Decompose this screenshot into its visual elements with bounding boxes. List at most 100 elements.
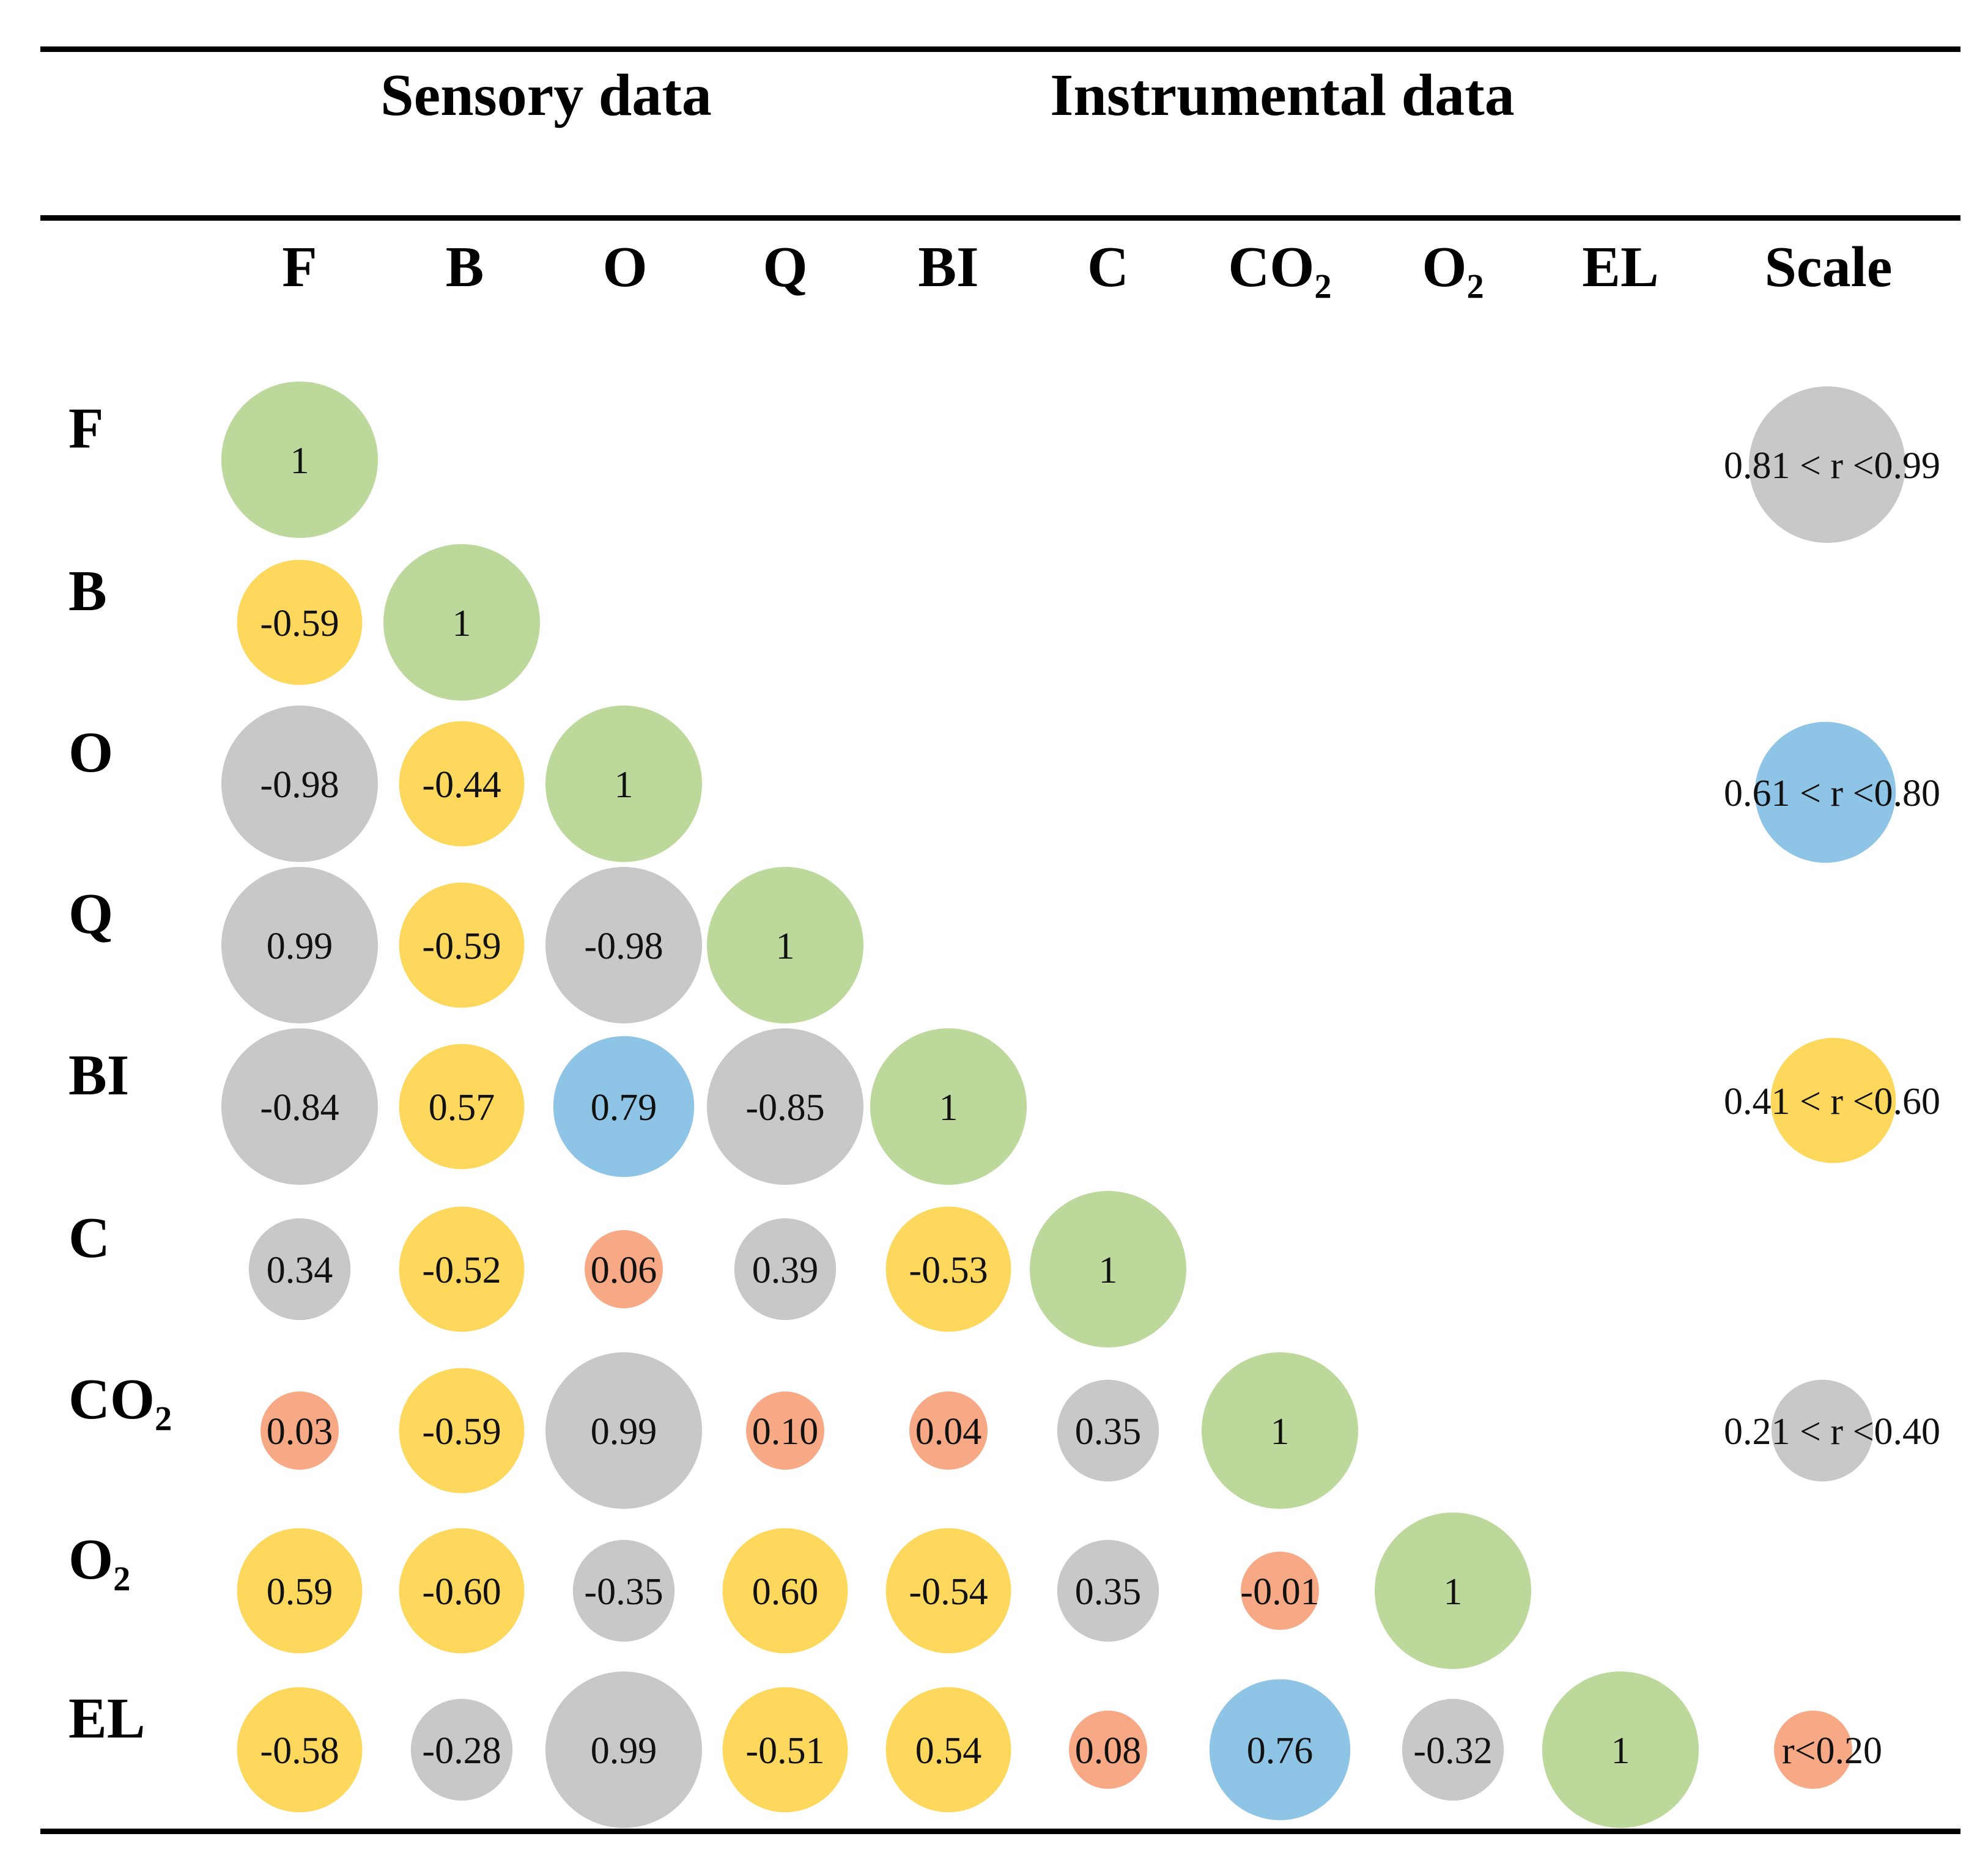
cell-bubble-el-o <box>545 1671 702 1828</box>
cell-bubble-c-b <box>399 1206 525 1332</box>
legend-bubble-2 <box>1754 721 1896 863</box>
cell-value-c-f: 0.34 <box>267 1250 333 1291</box>
cell-value-el-o2: -0.32 <box>1413 1730 1492 1772</box>
cell-bubble-c-o <box>585 1230 663 1308</box>
top-rule <box>40 46 1960 52</box>
cell-bubble-f-f <box>221 381 378 538</box>
cell-value-co2-q: 0.10 <box>752 1411 819 1453</box>
legend-label-3: 0.41 < r <0.60 <box>1724 1081 1940 1122</box>
row-header-b: B <box>68 559 107 623</box>
cell-bubble-q-f <box>221 867 378 1023</box>
cell-bubble-o2-b <box>399 1528 525 1654</box>
cell-bubble-o-o <box>545 706 702 862</box>
matrix-cells: 1 -0.59 1 -0.98 -0.44 1 0.99 -0.59 -0.98 1 -0.84 0.… <box>221 381 1699 1828</box>
cell-value-q-b: -0.59 <box>422 926 501 967</box>
legend-label-4: 0.21 < r <0.40 <box>1724 1411 1940 1453</box>
cell-value-el-b: -0.28 <box>422 1730 501 1772</box>
cell-bubble-b-f <box>237 559 363 685</box>
cell-bubble-c-bi <box>885 1206 1011 1332</box>
cell-bubble-co2-b <box>399 1368 525 1494</box>
cell-bubble-bi-b <box>399 1044 525 1170</box>
cell-bubble-o-b <box>399 721 525 847</box>
cell-value-el-c: 0.08 <box>1075 1730 1142 1772</box>
cell-bubble-el-el <box>1542 1671 1699 1828</box>
scale-header: Scale <box>1765 235 1893 299</box>
cell-bubble-o2-o2 <box>1375 1513 1531 1669</box>
cell-value-bi-o: 0.79 <box>591 1087 657 1129</box>
cell-bubble-bi-f <box>221 1028 378 1185</box>
column-header-bi: BI <box>918 235 978 299</box>
cell-value-co2-c: 0.35 <box>1075 1411 1142 1453</box>
cell-bubble-bi-bi <box>870 1028 1027 1185</box>
cell-bubble-q-q <box>707 867 863 1023</box>
cell-value-c-b: -0.52 <box>422 1250 501 1291</box>
cell-value-o2-o2: 1 <box>1444 1571 1463 1613</box>
cell-value-co2-co2: 1 <box>1271 1411 1290 1453</box>
cell-value-q-f: 0.99 <box>267 926 333 967</box>
legend-label-5: r<0.20 <box>1782 1730 1882 1772</box>
legend-bubble-1 <box>1749 386 1905 543</box>
cell-value-o2-o: -0.35 <box>584 1571 663 1613</box>
cell-value-o2-b: -0.60 <box>422 1571 501 1613</box>
cell-value-el-co2: 0.76 <box>1247 1730 1314 1772</box>
cell-bubble-bi-q <box>707 1028 863 1185</box>
column-header-c: C <box>1087 235 1129 299</box>
cell-value-o2-f: 0.59 <box>267 1571 333 1613</box>
cell-bubble-co2-q <box>746 1391 824 1470</box>
cell-bubble-q-b <box>399 882 525 1008</box>
cell-value-c-bi: -0.53 <box>909 1250 988 1291</box>
cell-value-o-f: -0.98 <box>260 764 339 806</box>
cell-value-el-bi: 0.54 <box>915 1730 982 1772</box>
cell-bubble-co2-co2 <box>1202 1352 1358 1509</box>
cell-bubble-el-o2 <box>1402 1698 1504 1801</box>
cell-bubble-o2-f <box>237 1528 363 1654</box>
cell-value-c-c: 1 <box>1099 1250 1118 1291</box>
column-header-el: EL <box>1582 235 1658 299</box>
column-header-co2: CO₂ <box>1228 235 1331 299</box>
cell-bubble-o2-c <box>1057 1539 1159 1642</box>
cell-bubble-el-co2 <box>1209 1679 1351 1821</box>
legend-label-2: 0.61 < r <0.80 <box>1724 773 1940 814</box>
row-header-c: C <box>68 1206 110 1270</box>
cell-value-c-q: 0.39 <box>752 1250 819 1291</box>
cell-bubble-co2-o <box>545 1352 702 1509</box>
cell-value-o-b: -0.44 <box>422 764 501 806</box>
column-headers: F B O Q BI C CO₂ O₂ EL <box>282 235 1658 299</box>
cell-value-o2-c: 0.35 <box>1075 1571 1142 1613</box>
group-label-sensory: Sensory data <box>380 62 712 128</box>
cell-value-o2-q: 0.60 <box>752 1571 819 1613</box>
column-header-o2: O₂ <box>1422 235 1484 299</box>
cell-bubble-o2-bi <box>885 1528 1011 1654</box>
cell-value-o-o: 1 <box>615 764 634 806</box>
cell-value-b-b: 1 <box>453 603 471 644</box>
cell-bubble-co2-c <box>1057 1379 1159 1482</box>
cell-value-b-f: -0.59 <box>260 603 339 644</box>
cell-bubble-co2-f <box>261 1391 339 1470</box>
legend-bubble-5 <box>1774 1711 1852 1789</box>
column-header-f: F <box>282 235 317 299</box>
cell-value-o2-co2: -0.01 <box>1240 1571 1319 1613</box>
bottom-rule <box>40 1829 1960 1834</box>
cell-value-el-f: -0.58 <box>260 1730 339 1772</box>
cell-bubble-o2-q <box>722 1528 848 1654</box>
cell-bubble-el-b <box>410 1698 513 1801</box>
cell-bubble-c-q <box>734 1218 837 1321</box>
cell-value-q-o: -0.98 <box>584 926 663 967</box>
cell-bubble-el-c <box>1069 1711 1147 1789</box>
cell-bubble-el-q <box>722 1687 848 1813</box>
legend-bubble-3 <box>1770 1037 1896 1163</box>
cell-bubble-co2-bi <box>909 1391 988 1470</box>
column-header-q: Q <box>763 235 807 299</box>
cell-value-bi-f: -0.84 <box>260 1087 339 1129</box>
cell-bubble-o-f <box>221 706 378 862</box>
cell-value-el-q: -0.51 <box>745 1730 824 1772</box>
cell-bubble-o2-o <box>572 1539 675 1642</box>
row-header-bi: BI <box>68 1044 129 1107</box>
cell-value-q-q: 1 <box>776 926 795 967</box>
row-header-q: Q <box>68 882 113 946</box>
cell-bubble-q-o <box>545 867 702 1023</box>
group-label-instrumental: Instrumental data <box>1050 62 1515 128</box>
cell-bubble-el-bi <box>885 1687 1011 1813</box>
cell-value-o2-bi: -0.54 <box>909 1571 988 1613</box>
